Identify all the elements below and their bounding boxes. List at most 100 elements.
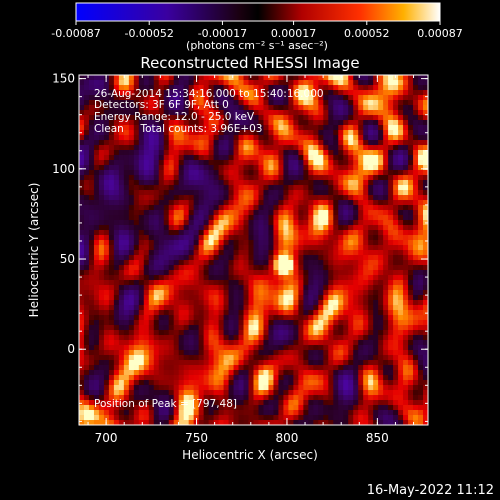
heatmap-cell — [278, 235, 284, 241]
heatmap-cell — [348, 85, 354, 91]
heatmap-cell — [328, 330, 334, 336]
heatmap-cell — [268, 300, 274, 306]
heatmap-cell — [308, 280, 314, 286]
heatmap-cell — [423, 270, 428, 276]
heatmap-cell — [228, 375, 234, 381]
heatmap-cell — [108, 115, 115, 121]
heatmap-cell — [393, 275, 399, 281]
heatmap-cell — [408, 380, 414, 386]
heatmap-cell — [108, 210, 115, 216]
heatmap-cell — [358, 335, 364, 341]
heatmap-cell — [98, 280, 105, 286]
heatmap-cell — [128, 90, 135, 96]
heatmap-cell — [213, 110, 219, 116]
heatmap-cell — [208, 95, 215, 101]
heatmap-cell — [403, 265, 409, 271]
heatmap-cell — [328, 95, 334, 101]
heatmap-cell — [228, 105, 234, 111]
heatmap-cell — [368, 405, 374, 411]
heatmap-cell — [263, 160, 269, 166]
heatmap-cell — [418, 240, 424, 246]
heatmap-cell — [193, 270, 200, 276]
heatmap-cell — [413, 195, 419, 201]
heatmap-cell — [313, 345, 319, 351]
heatmap-cell — [333, 365, 339, 371]
heatmap-cell — [323, 220, 329, 226]
heatmap-cell — [218, 270, 224, 276]
heatmap-cell — [173, 240, 180, 246]
heatmap-cell — [403, 140, 409, 146]
heatmap-cell — [333, 150, 339, 156]
heatmap-cell — [98, 235, 105, 241]
heatmap-cell — [418, 410, 424, 416]
heatmap-cell — [223, 305, 229, 311]
heatmap-cell — [153, 170, 160, 176]
heatmap-cell — [293, 265, 299, 271]
heatmap-cell — [118, 190, 125, 196]
heatmap-cell — [88, 390, 95, 396]
heatmap-cell — [203, 220, 210, 226]
heatmap-cell — [273, 375, 279, 381]
heatmap-cell — [148, 200, 155, 206]
heatmap-cell — [353, 155, 359, 161]
heatmap-cell — [248, 220, 254, 226]
heatmap-cell — [373, 150, 379, 156]
heatmap-cell — [343, 105, 349, 111]
heatmap-cell — [278, 285, 284, 291]
heatmap-cell — [243, 335, 249, 341]
heatmap-cell — [398, 110, 404, 116]
heatmap-cell — [83, 170, 90, 176]
heatmap-cell — [93, 420, 100, 425]
heatmap-cell — [258, 270, 264, 276]
heatmap-cell — [138, 270, 145, 276]
heatmap-cell — [273, 310, 279, 316]
heatmap-cell — [263, 380, 269, 386]
heatmap-cell — [353, 365, 359, 371]
heatmap-cell — [213, 225, 219, 231]
heatmap-cell — [313, 420, 319, 425]
heatmap-cell — [153, 285, 160, 291]
heatmap-cell — [318, 105, 324, 111]
heatmap-cell — [248, 85, 254, 91]
heatmap-cell — [198, 180, 205, 186]
heatmap-cell — [263, 200, 269, 206]
heatmap-cell — [143, 410, 150, 416]
heatmap-cell — [183, 145, 190, 151]
heatmap-cell — [323, 390, 329, 396]
heatmap-cell — [328, 410, 334, 416]
heatmap-cell — [313, 150, 319, 156]
heatmap-cell — [398, 85, 404, 91]
heatmap-cell — [238, 145, 244, 151]
heatmap-cell — [323, 315, 329, 321]
heatmap-cell — [223, 205, 229, 211]
heatmap-cell — [373, 260, 379, 266]
heatmap-cell — [333, 335, 339, 341]
heatmap-cell — [93, 265, 100, 271]
heatmap-cell — [113, 120, 120, 126]
heatmap-cell — [268, 370, 274, 376]
heatmap-cell — [328, 90, 334, 96]
heatmap-cell — [408, 140, 414, 146]
heatmap-cell — [193, 375, 200, 381]
heatmap-cell — [143, 90, 150, 96]
heatmap-cell — [98, 150, 105, 156]
heatmap-cell — [123, 160, 130, 166]
heatmap-cell — [293, 330, 299, 336]
heatmap-cell — [298, 245, 304, 251]
heatmap-cell — [283, 245, 289, 251]
heatmap-cell — [233, 270, 239, 276]
heatmap-cell — [79, 200, 85, 206]
heatmap-cell — [423, 415, 428, 421]
heatmap-cell — [118, 205, 125, 211]
heatmap-cell — [113, 420, 120, 425]
heatmap-cell — [79, 235, 85, 241]
heatmap-cell — [263, 240, 269, 246]
heatmap-cell — [408, 225, 414, 231]
heatmap-cell — [278, 230, 284, 236]
heatmap-cell — [363, 340, 369, 346]
heatmap-cell — [293, 180, 299, 186]
heatmap-cell — [398, 295, 404, 301]
heatmap-cell — [423, 405, 428, 411]
heatmap-cell — [293, 230, 299, 236]
heatmap-cell — [203, 250, 210, 256]
